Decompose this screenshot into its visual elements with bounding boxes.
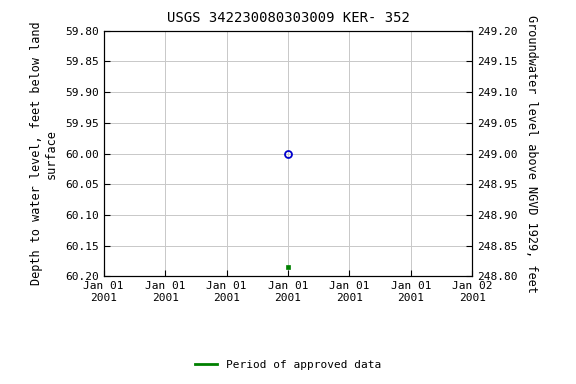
Y-axis label: Groundwater level above NGVD 1929, feet: Groundwater level above NGVD 1929, feet	[525, 15, 537, 293]
Title: USGS 342230080303009 KER- 352: USGS 342230080303009 KER- 352	[166, 12, 410, 25]
Y-axis label: Depth to water level, feet below land
surface: Depth to water level, feet below land su…	[30, 22, 58, 285]
Legend: Period of approved data: Period of approved data	[191, 355, 385, 374]
